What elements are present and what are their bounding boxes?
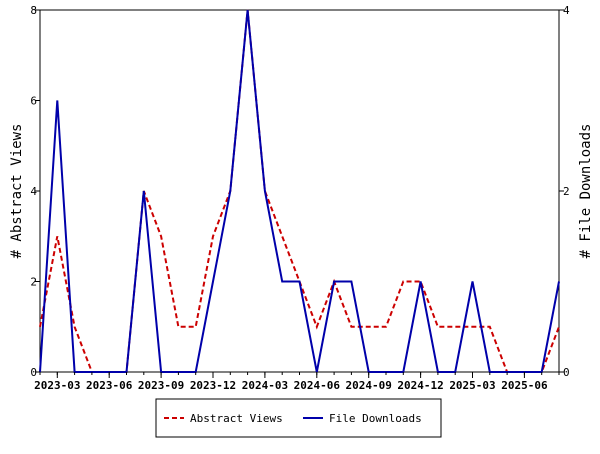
x-tick-label: 2025-03 [449, 379, 495, 392]
x-tick-label: 2023-12 [190, 379, 236, 392]
series-line-abstract-views [39, 9, 560, 373]
y-left-tick-label: 4 [30, 185, 37, 198]
x-tick-label: 2023-06 [86, 379, 133, 392]
y-left-tick-label: 0 [30, 366, 37, 379]
x-tick-label: 2024-09 [346, 379, 392, 392]
x-tick-label: 2024-03 [242, 379, 288, 392]
series-line-file-downloads [39, 9, 560, 373]
y-right-axis-title: # File Downloads [578, 124, 594, 259]
y-left-tick-label: 8 [30, 4, 37, 17]
x-tick-label: 2025-06 [501, 379, 548, 392]
y-right-tick-label: 0 [563, 366, 570, 379]
plot-area-frame [39, 9, 560, 373]
x-tick-label: 2024-06 [294, 379, 341, 392]
y-left-tick-label: 2 [30, 276, 37, 289]
legend-label-abstract-views: Abstract Views [190, 412, 283, 425]
y-right-tick-label: 2 [563, 185, 570, 198]
y-left-axis-title: # Abstract Views [9, 124, 25, 259]
legend-label-file-downloads: File Downloads [329, 412, 422, 425]
legend-box [155, 398, 442, 438]
x-tick-label: 2024-12 [397, 379, 443, 392]
y-left-tick-label: 6 [30, 95, 37, 108]
y-right-tick-label: 4 [563, 4, 570, 17]
x-tick-label: 2023-09 [138, 379, 184, 392]
x-tick-label: 2023-03 [34, 379, 80, 392]
